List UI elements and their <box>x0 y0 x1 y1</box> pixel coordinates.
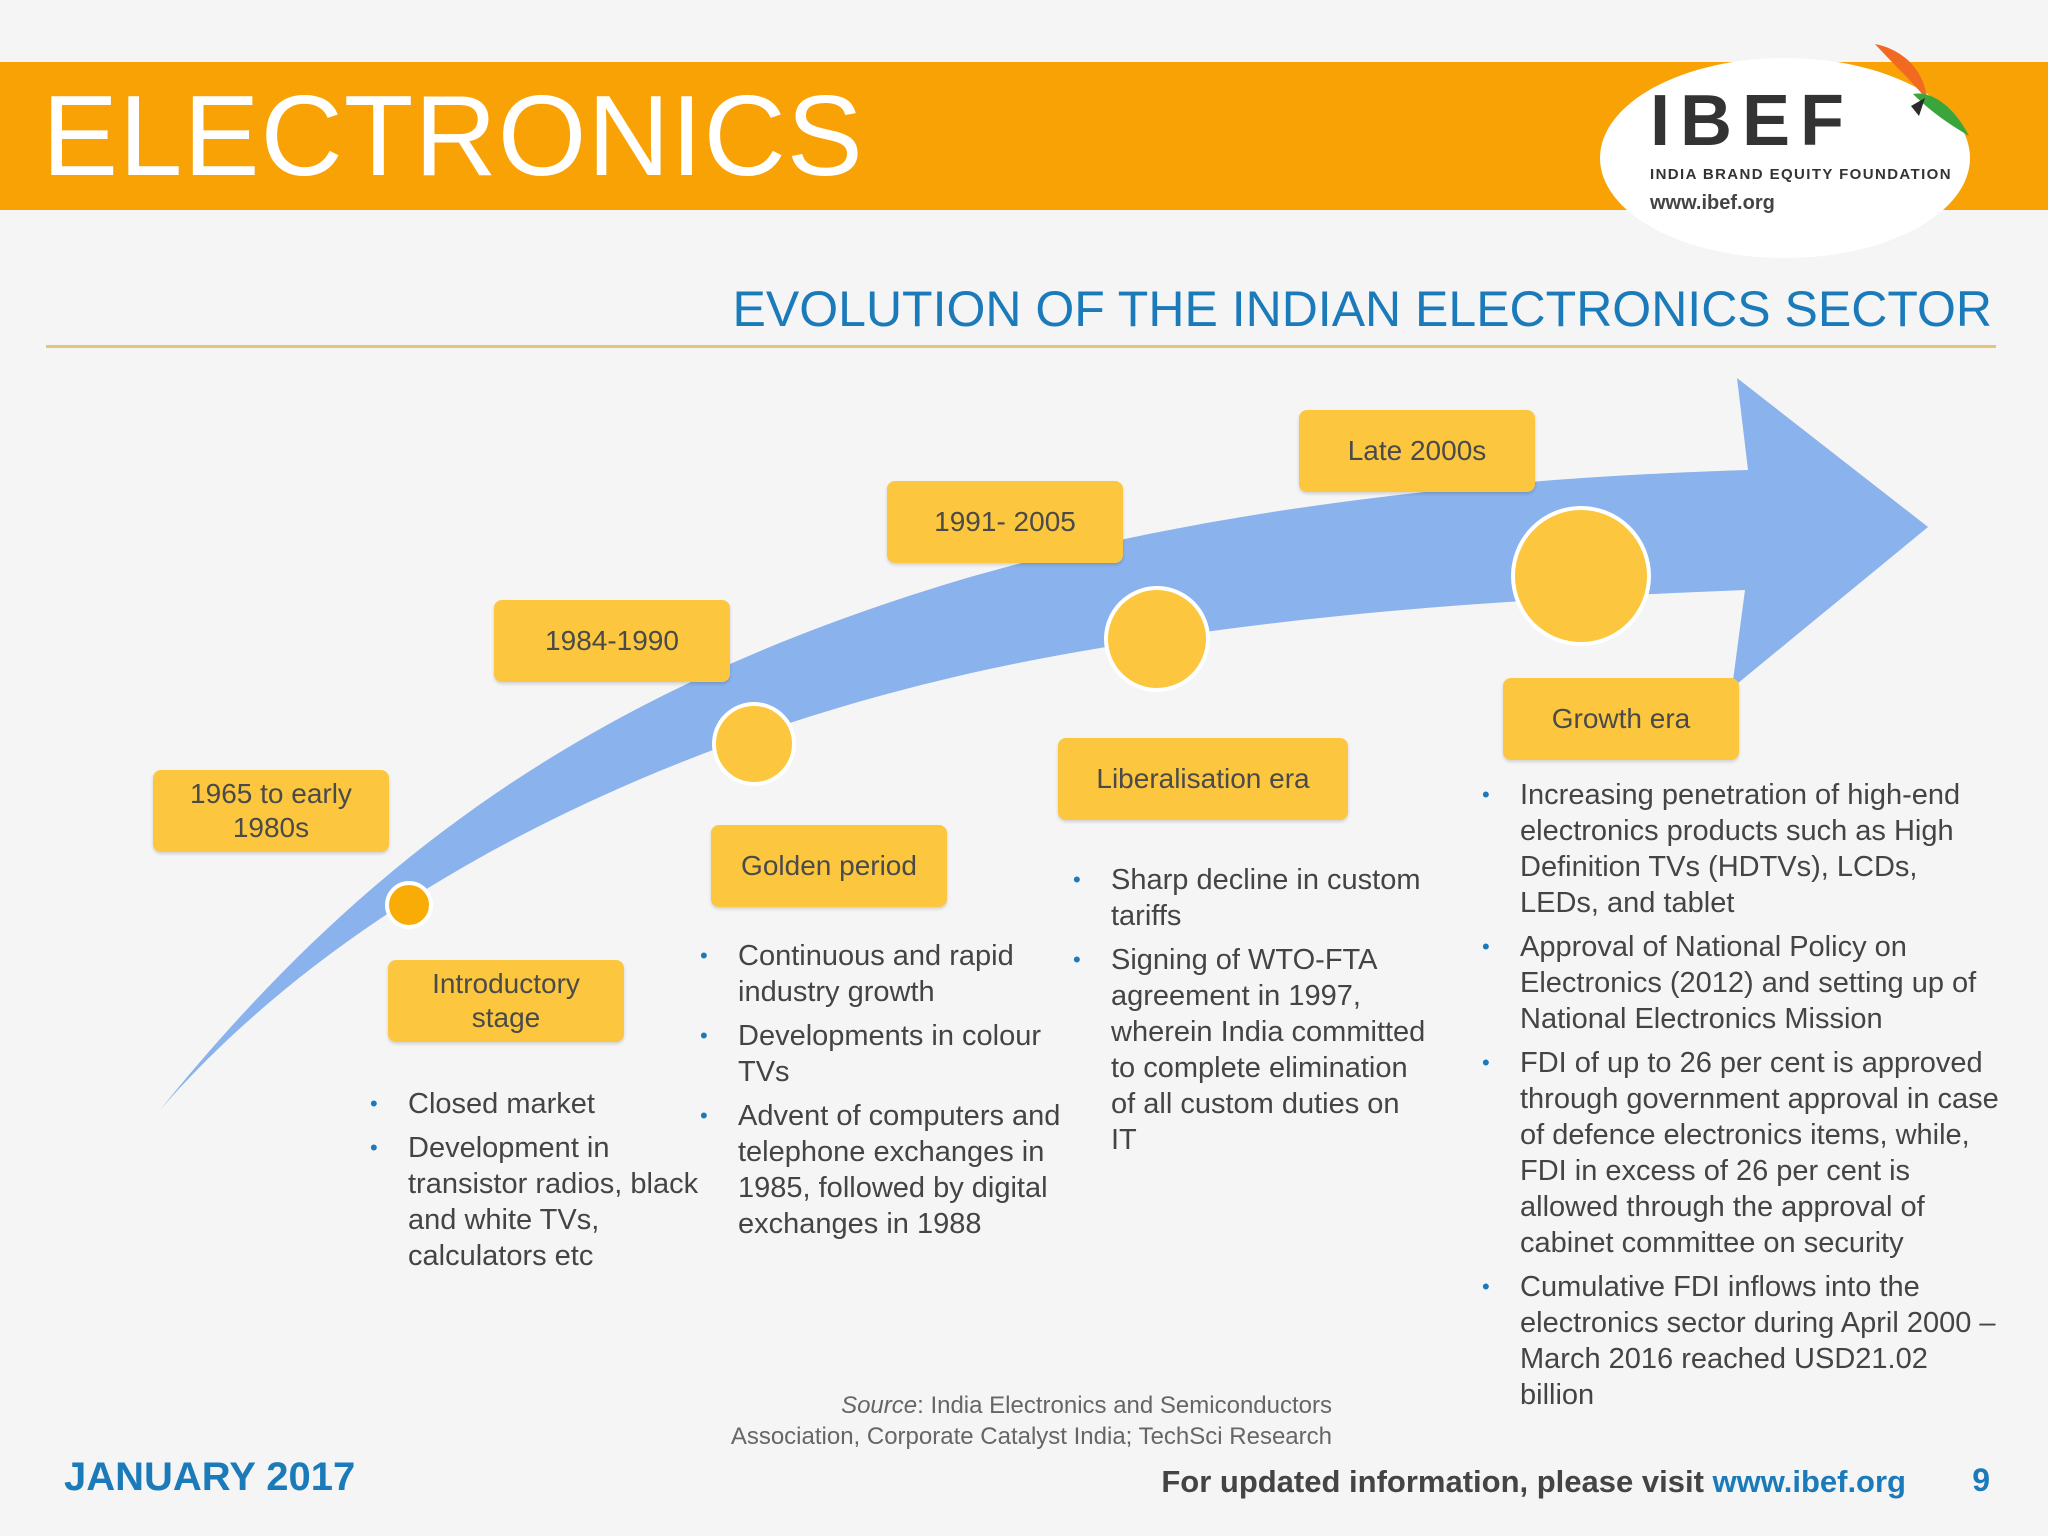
list-item: Development in transistor radios, black … <box>370 1130 700 1274</box>
list-item: FDI of up to 26 per cent is approved thr… <box>1482 1045 2002 1261</box>
logo-tagline: INDIA BRAND EQUITY FOUNDATION <box>1650 166 1952 183</box>
growth-arrow <box>160 378 1928 1110</box>
logo-background <box>1600 58 1970 258</box>
source-label: Source <box>841 1392 918 1419</box>
list-item: Sharp decline in custom tariffs <box>1073 862 1433 934</box>
logo-name: IBEF <box>1650 81 1855 161</box>
source-text-2: Association, Corporate Catalyst India; T… <box>730 1423 1332 1450</box>
source-text: : India Electronics and Semiconductors <box>917 1392 1332 1419</box>
list-item: Cumulative FDI inflows into the electron… <box>1482 1269 2002 1413</box>
period-label-4: Late 2000s <box>1299 410 1535 492</box>
list-item: Approval of National Policy on Electroni… <box>1482 929 2002 1037</box>
period-label-1: 1965 to early 1980s <box>153 770 389 852</box>
stage-marker-4 <box>1511 506 1651 646</box>
page-number: 9 <box>1972 1462 1990 1498</box>
period-label-2: 1984-1990 <box>494 600 730 682</box>
stage-1-points: Closed market Development in transistor … <box>370 1086 700 1282</box>
list-item: Closed market <box>370 1086 700 1122</box>
section-divider <box>46 345 1996 348</box>
stage-marker-1 <box>385 881 433 929</box>
bird-icon <box>1875 44 1969 136</box>
ibef-logo: IBEF INDIA BRAND EQUITY FOUNDATION www.i… <box>1600 30 1980 258</box>
list-item: Continuous and rapid industry growth <box>700 938 1080 1010</box>
list-item: Signing of WTO-FTA agreement in 1997, wh… <box>1073 942 1433 1158</box>
page-title: ELECTRONICS <box>42 73 864 200</box>
stage-marker-2 <box>712 702 796 786</box>
stage-marker-3 <box>1104 586 1210 692</box>
source-note: Source: India Electronics and Semiconduc… <box>731 1390 1332 1452</box>
stage-3-points: Sharp decline in custom tariffs Signing … <box>1073 862 1433 1166</box>
list-item: Advent of computers and telephone exchan… <box>700 1098 1080 1242</box>
stage-name-1: Introductory stage <box>388 960 624 1042</box>
footer-visit: For updated information, please visit ww… <box>1161 1464 1906 1500</box>
stage-name-4: Growth era <box>1503 678 1739 760</box>
stage-name-3: Liberalisation era <box>1058 738 1348 820</box>
stage-2-points: Continuous and rapid industry growth Dev… <box>700 938 1080 1250</box>
visit-text: For updated information, please visit <box>1161 1464 1713 1499</box>
visit-link[interactable]: www.ibef.org <box>1712 1464 1906 1499</box>
stage-name-2: Golden period <box>711 825 947 907</box>
stage-4-points: Increasing penetration of high-end elect… <box>1482 777 2002 1421</box>
period-label-3: 1991- 2005 <box>887 481 1123 563</box>
logo-url: www.ibef.org <box>1650 192 1775 214</box>
section-title: EVOLUTION OF THE INDIAN ELECTRONICS SECT… <box>732 281 1992 337</box>
list-item: Increasing penetration of high-end elect… <box>1482 777 2002 921</box>
list-item: Developments in colour TVs <box>700 1018 1080 1090</box>
footer-date: JANUARY 2017 <box>64 1455 356 1499</box>
